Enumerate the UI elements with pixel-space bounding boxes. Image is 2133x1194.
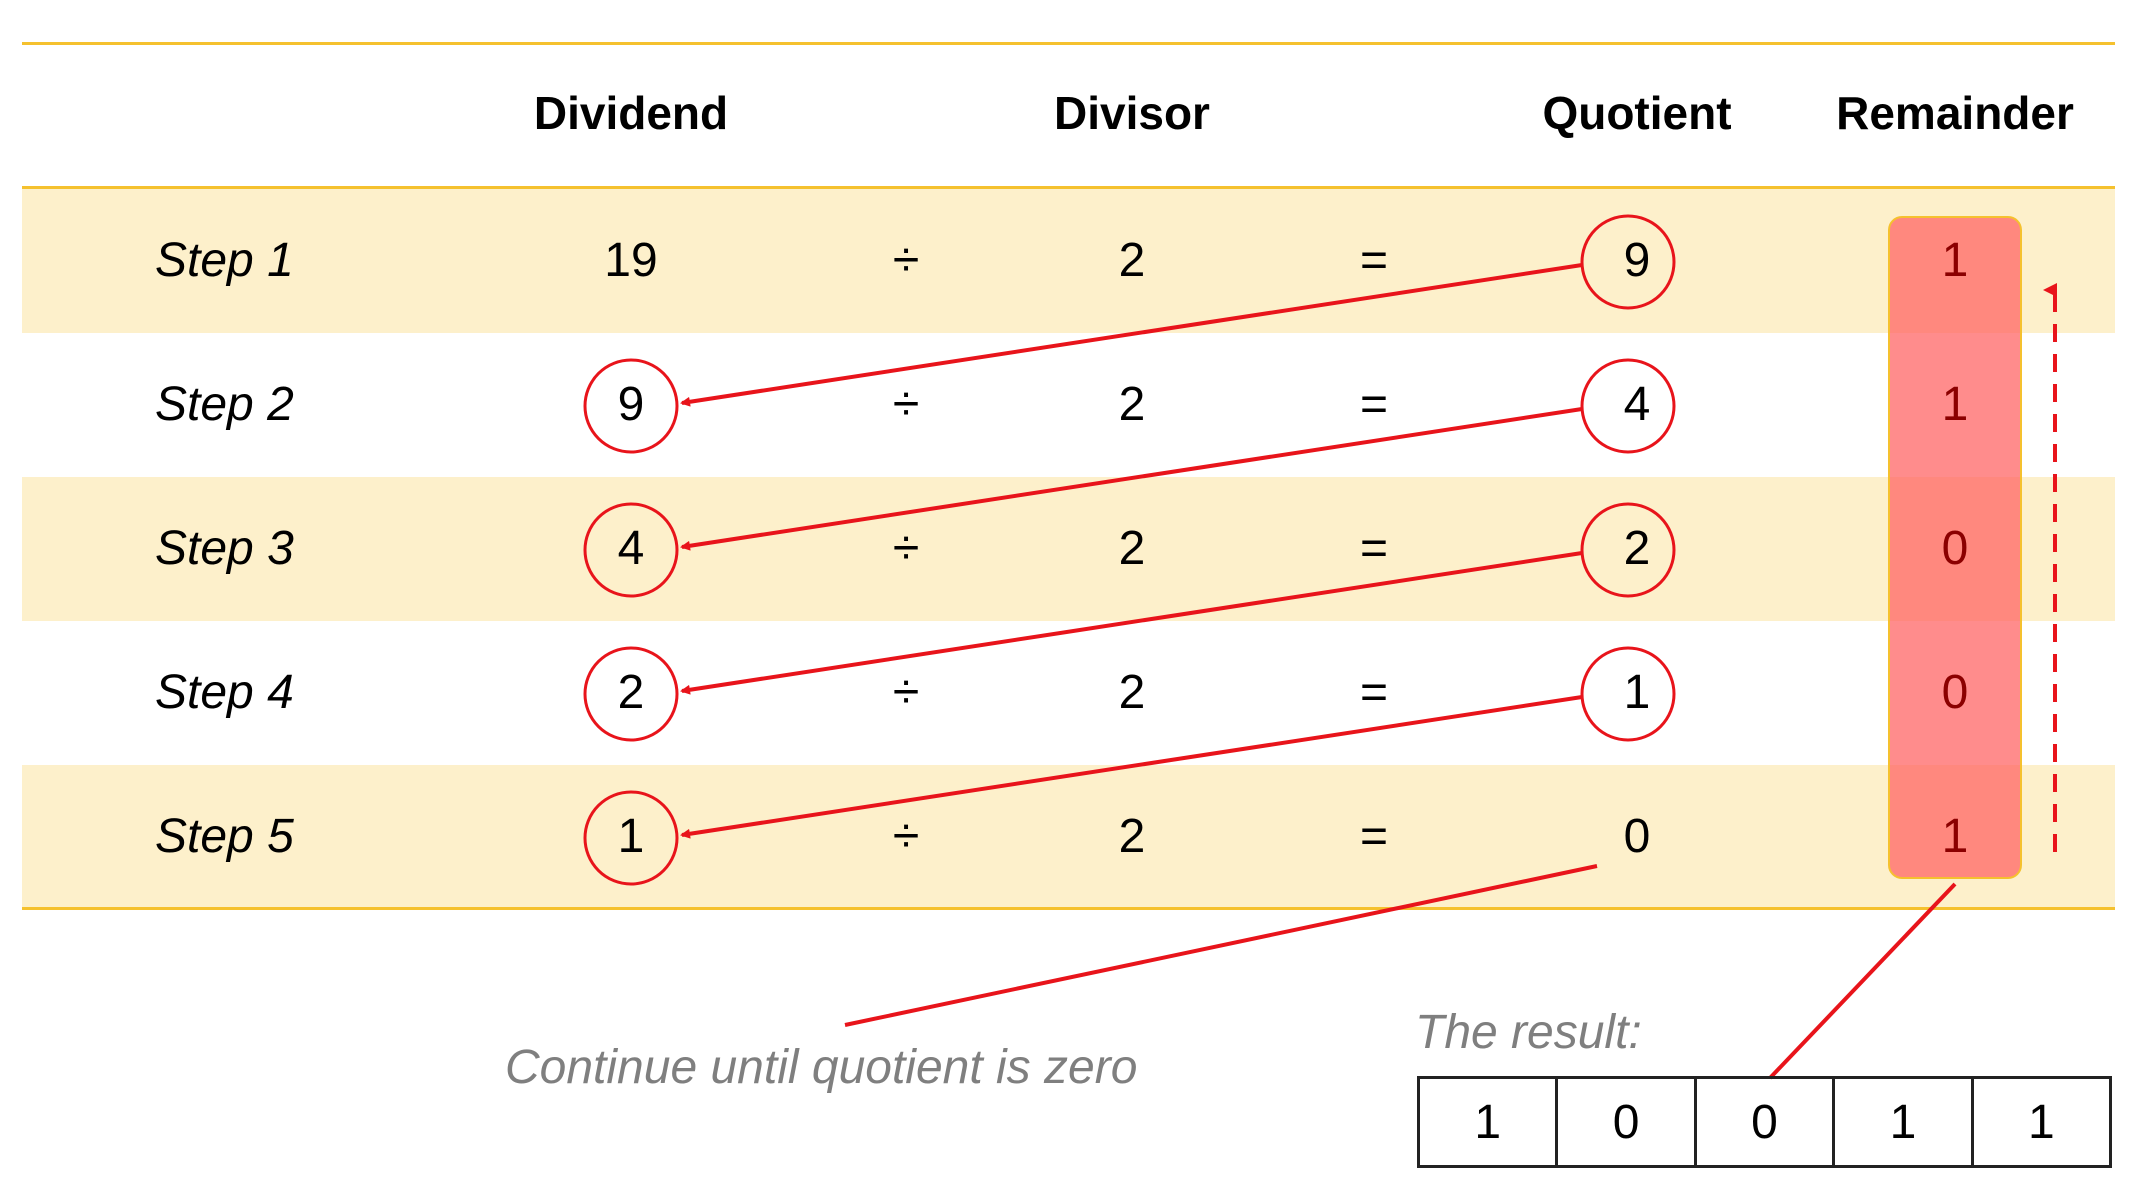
result-bit: 1 bbox=[1420, 1079, 1559, 1165]
remainder-value: 0 bbox=[1941, 522, 1969, 575]
result-bit: 0 bbox=[1697, 1079, 1836, 1165]
result-bit: 1 bbox=[1835, 1079, 1974, 1165]
quotient-circle bbox=[1580, 358, 1676, 454]
dividend-value: 4 bbox=[617, 522, 645, 575]
divisor-value: 2 bbox=[1118, 234, 1146, 287]
result-box: 1 0 0 1 1 bbox=[1417, 1076, 2112, 1168]
divide-sign: ÷ bbox=[892, 666, 920, 719]
dividend-circle bbox=[583, 790, 679, 886]
header-divisor: Divisor bbox=[1054, 87, 1210, 139]
quotient-value: 2 bbox=[1623, 522, 1651, 575]
note-pointer bbox=[844, 864, 1598, 1027]
dividend-value: 9 bbox=[617, 378, 645, 431]
divide-sign: ÷ bbox=[892, 522, 920, 575]
header-dividend: Dividend bbox=[533, 87, 729, 139]
quotient-value: 9 bbox=[1623, 234, 1651, 287]
equals-sign: = bbox=[1359, 522, 1389, 575]
equals-sign: = bbox=[1359, 378, 1389, 431]
header-rule bbox=[22, 186, 2115, 189]
result-pointer bbox=[1768, 882, 1957, 1080]
quotient-circle bbox=[1580, 502, 1676, 598]
row-band-step-5 bbox=[22, 765, 2115, 909]
divisor-value: 2 bbox=[1118, 522, 1146, 575]
carry-arrow bbox=[680, 695, 1583, 839]
step-label: Step 5 bbox=[155, 810, 294, 863]
row-band-step-1 bbox=[22, 189, 2115, 333]
divide-sign: ÷ bbox=[892, 234, 920, 287]
step-label: Step 2 bbox=[155, 378, 294, 431]
result-bit: 0 bbox=[1558, 1079, 1697, 1165]
quotient-value: 0 bbox=[1623, 810, 1651, 863]
carry-arrow bbox=[680, 407, 1583, 551]
quotient-circle bbox=[1580, 214, 1676, 310]
step-label: Step 1 bbox=[155, 234, 294, 287]
note-text: Continue until quotient is zero bbox=[505, 1041, 1138, 1094]
result-bit: 1 bbox=[2027, 1095, 2055, 1149]
quotient-circle bbox=[1580, 646, 1676, 742]
remainder-value: 1 bbox=[1941, 378, 1969, 431]
carry-arrow bbox=[680, 551, 1583, 695]
quotient-value: 4 bbox=[1623, 378, 1651, 431]
remainder-value: 1 bbox=[1941, 810, 1969, 863]
dividend-circle bbox=[583, 358, 679, 454]
divisor-value: 2 bbox=[1118, 810, 1146, 863]
result-label: The result: bbox=[1415, 1006, 1642, 1059]
header-quotient: Quotient bbox=[1542, 87, 1732, 139]
remainder-highlight bbox=[1888, 216, 2022, 879]
equals-sign: = bbox=[1359, 234, 1389, 287]
equals-sign: = bbox=[1359, 810, 1389, 863]
quotient-value: 1 bbox=[1623, 666, 1651, 719]
divide-sign: ÷ bbox=[892, 378, 920, 431]
top-rule bbox=[22, 42, 2115, 45]
remainder-value: 0 bbox=[1941, 666, 1969, 719]
equals-sign: = bbox=[1359, 666, 1389, 719]
divide-sign: ÷ bbox=[892, 810, 920, 863]
divisor-value: 2 bbox=[1118, 666, 1146, 719]
bottom-rule bbox=[22, 907, 2115, 910]
dividend-circle bbox=[583, 502, 679, 598]
step-label: Step 4 bbox=[155, 666, 294, 719]
divisor-value: 2 bbox=[1118, 378, 1146, 431]
carry-arrow bbox=[680, 263, 1583, 407]
step-label: Step 3 bbox=[155, 522, 294, 575]
dividend-value: 2 bbox=[617, 666, 645, 719]
dividend-circle bbox=[583, 646, 679, 742]
dividend-value: 19 bbox=[604, 234, 658, 287]
header-remainder: Remainder bbox=[1836, 87, 2074, 139]
remainder-value: 1 bbox=[1941, 234, 1969, 287]
dividend-value: 1 bbox=[617, 810, 645, 863]
row-band-step-3 bbox=[22, 477, 2115, 621]
